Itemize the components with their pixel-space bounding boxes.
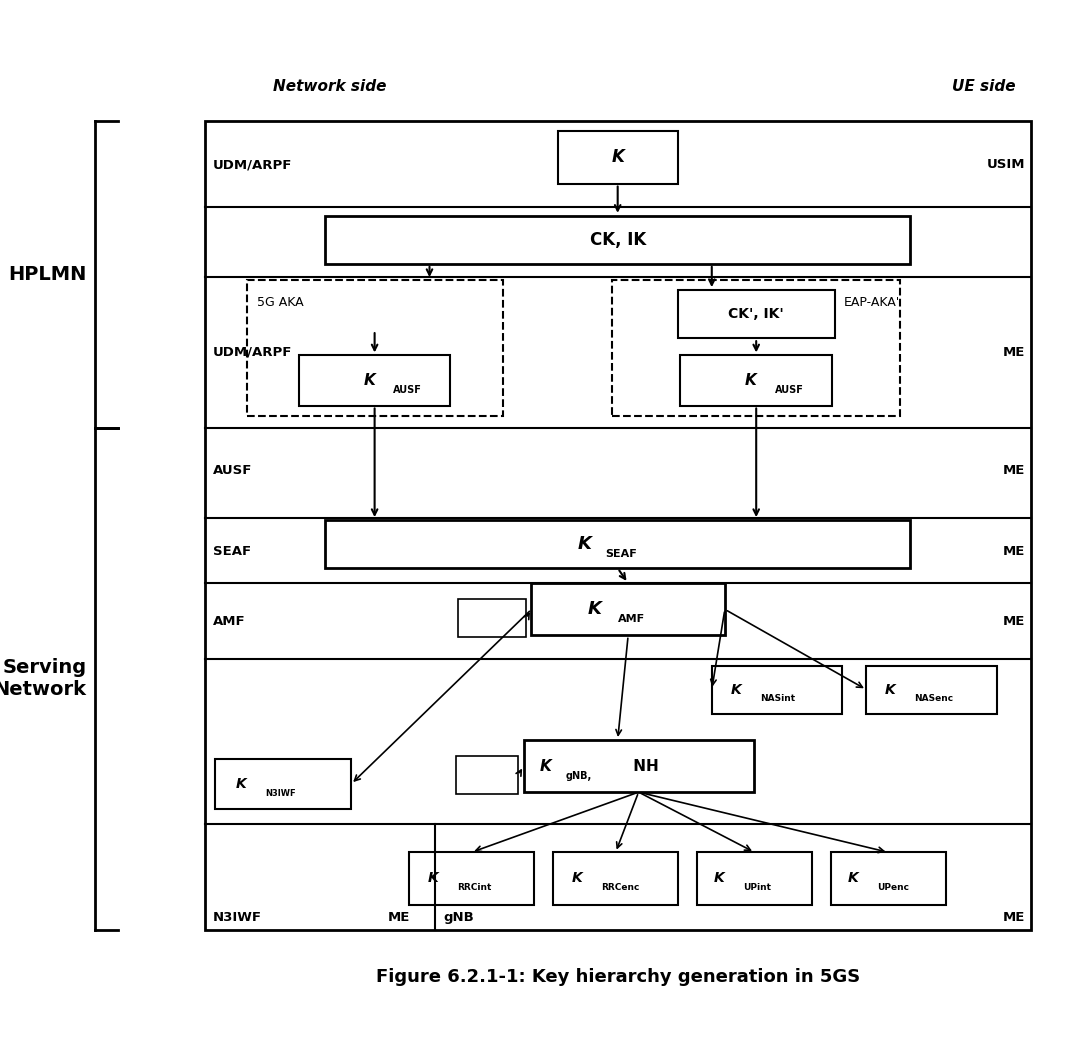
Text: K: K (713, 871, 724, 886)
Text: UPint: UPint (743, 883, 771, 892)
Bar (612, 280, 900, 415)
Bar (325, 520, 910, 568)
Text: ME: ME (388, 911, 411, 924)
Text: N3IWF: N3IWF (266, 789, 296, 798)
Text: Figure 6.2.1-1: Key hierarchy generation in 5GS: Figure 6.2.1-1: Key hierarchy generation… (376, 968, 860, 986)
Text: Serving
Network: Serving Network (0, 658, 87, 699)
Bar (205, 121, 1030, 930)
Text: K: K (572, 871, 583, 886)
Bar (524, 740, 754, 792)
Text: ME: ME (1003, 615, 1026, 628)
Text: gNB,: gNB, (565, 771, 591, 781)
Text: AMF: AMF (213, 615, 246, 628)
Text: NH: NH (628, 758, 659, 773)
Text: K: K (885, 683, 896, 697)
Bar (531, 584, 725, 636)
Text: N3IWF: N3IWF (213, 911, 262, 924)
Bar (558, 132, 677, 184)
Text: K: K (745, 373, 757, 388)
Text: UDM/ARPF: UDM/ARPF (213, 158, 293, 170)
Text: RRCenc: RRCenc (601, 883, 639, 892)
Bar (712, 665, 843, 713)
Bar (325, 215, 910, 264)
Text: NASint: NASint (760, 695, 795, 703)
Text: AUSF: AUSF (775, 385, 804, 395)
Text: K: K (364, 373, 376, 388)
Text: UE side: UE side (952, 78, 1015, 94)
Text: K: K (539, 758, 551, 773)
Bar (455, 756, 518, 794)
Bar (458, 599, 526, 637)
Text: ME: ME (1003, 346, 1026, 359)
Bar (697, 852, 812, 905)
Bar (831, 852, 946, 905)
Bar (408, 852, 534, 905)
Text: ME: ME (1003, 911, 1026, 924)
Text: SEAF: SEAF (213, 545, 252, 558)
Text: gNB: gNB (443, 911, 474, 924)
Text: K: K (427, 871, 438, 886)
Text: NASenc: NASenc (915, 695, 954, 703)
Text: USIM: USIM (987, 158, 1026, 170)
Text: K: K (236, 777, 247, 791)
Text: AUSF: AUSF (393, 385, 423, 395)
Text: EAP-AKA': EAP-AKA' (844, 296, 900, 309)
Text: RRCint: RRCint (456, 883, 491, 892)
Text: AUSF: AUSF (213, 464, 253, 477)
Text: UDM/ARPF: UDM/ARPF (213, 346, 293, 359)
Text: ME: ME (1003, 464, 1026, 477)
Text: K: K (847, 871, 858, 886)
Text: 5G AKA: 5G AKA (257, 296, 304, 309)
Text: K: K (577, 536, 591, 553)
Text: K: K (731, 683, 742, 697)
Text: CK, IK: CK, IK (589, 231, 646, 249)
Bar (298, 356, 451, 406)
Text: K: K (611, 149, 624, 166)
Text: K: K (588, 600, 602, 618)
Text: UPenc: UPenc (877, 883, 909, 892)
Text: ME: ME (1003, 545, 1026, 558)
Text: AMF: AMF (617, 614, 645, 624)
Bar (246, 280, 503, 415)
Bar (681, 356, 832, 406)
Text: HPLMN: HPLMN (9, 265, 87, 283)
Bar (216, 759, 351, 810)
Bar (677, 290, 834, 338)
Bar (867, 665, 998, 713)
Text: Network side: Network side (273, 78, 387, 94)
Text: CK', IK': CK', IK' (729, 308, 784, 321)
Text: SEAF: SEAF (605, 549, 637, 560)
Bar (553, 852, 678, 905)
